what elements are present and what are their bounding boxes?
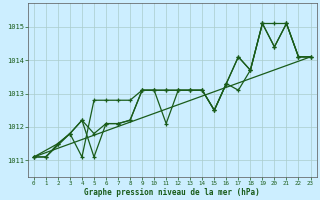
X-axis label: Graphe pression niveau de la mer (hPa): Graphe pression niveau de la mer (hPa)	[84, 188, 260, 197]
